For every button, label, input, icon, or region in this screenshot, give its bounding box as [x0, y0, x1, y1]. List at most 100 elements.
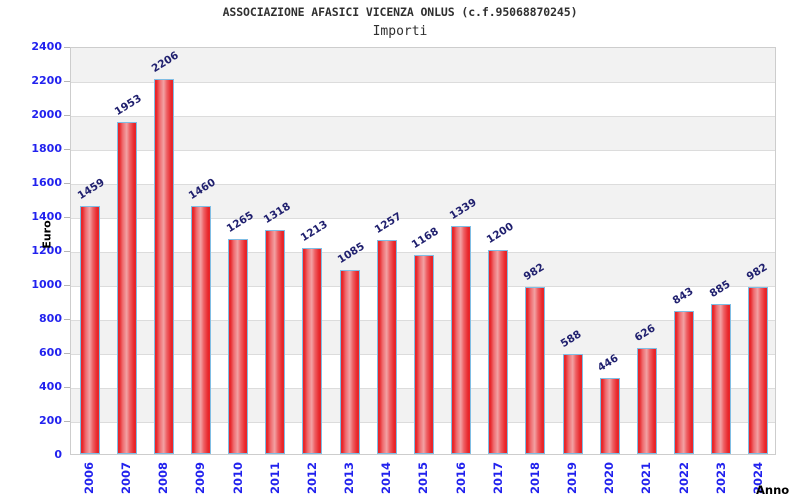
x-tick-label: 2009: [193, 462, 208, 495]
bar-value-label: 1318: [261, 200, 293, 226]
x-tick-label: 2011: [267, 462, 282, 495]
plot-area: 1459 1953 2206 1460 1265 1318 1213 1085 1257 1168…: [70, 47, 776, 455]
y-tick-label: 200: [39, 414, 62, 427]
y-tick-label: 2000: [31, 108, 62, 121]
gridline: [71, 184, 775, 185]
bar-value-label: 982: [744, 261, 770, 284]
x-tick-label: 2008: [156, 462, 171, 495]
y-tick-label: 600: [39, 346, 62, 359]
bar[interactable]: [79, 205, 100, 454]
bar-slot: 1339: [443, 46, 480, 454]
bar[interactable]: [748, 287, 769, 454]
bar[interactable]: [488, 250, 509, 454]
x-tick-label: 2015: [416, 462, 431, 495]
bar-value-label: 1459: [75, 176, 107, 202]
bar-slot: 1168: [405, 46, 442, 454]
bar-slot: 1257: [368, 46, 405, 454]
y-tick-mark: [64, 387, 70, 388]
y-tick-mark: [64, 319, 70, 320]
x-tick-label: 2018: [527, 462, 542, 495]
y-tick-mark: [64, 115, 70, 116]
bar-value-label: 588: [558, 328, 584, 351]
bar[interactable]: [265, 229, 286, 454]
bar[interactable]: [116, 122, 137, 454]
y-tick-label: 1800: [31, 142, 62, 155]
bar-value-label: 1085: [335, 239, 367, 266]
bar[interactable]: [153, 78, 174, 454]
bar-slot: 588: [554, 46, 591, 454]
bar[interactable]: [711, 303, 732, 454]
bar-value-label: 1257: [372, 210, 405, 237]
x-tick-label: 2013: [342, 462, 357, 495]
bar-slot: 1200: [480, 46, 517, 454]
bar[interactable]: [562, 354, 583, 454]
x-tick-label: 2012: [304, 462, 319, 495]
y-tick-label: 2200: [31, 74, 62, 87]
bar-slot: 626: [628, 46, 665, 454]
y-tick-mark: [64, 285, 70, 286]
y-tick-mark: [64, 183, 70, 184]
y-tick-label: 1000: [31, 278, 62, 291]
gridline: [71, 116, 775, 117]
y-tick-label: 1200: [31, 244, 62, 257]
bar-value-label: 1168: [410, 225, 442, 252]
x-tick-label: 2021: [639, 462, 654, 495]
y-tick-mark: [64, 353, 70, 354]
y-tick-label: 1400: [31, 210, 62, 223]
y-tick-label: 400: [39, 380, 62, 393]
y-tick-label: 0: [54, 448, 62, 461]
bar-value-label: 1265: [224, 209, 256, 235]
x-tick-label: 2010: [230, 462, 245, 495]
x-tick-label: 2014: [379, 462, 394, 495]
bar[interactable]: [228, 238, 249, 454]
y-tick-mark: [64, 47, 70, 48]
y-axis-label: Euro: [40, 220, 54, 249]
bar[interactable]: [674, 310, 695, 454]
bar[interactable]: [376, 240, 397, 454]
bar-slot: 1459: [71, 46, 108, 454]
bar-slot: 1213: [294, 46, 331, 454]
bar[interactable]: [636, 347, 657, 454]
gridline: [71, 150, 775, 151]
bar[interactable]: [599, 378, 620, 454]
bar-value-label: 1460: [187, 176, 219, 202]
bars-layer: 1459 1953 2206 1460 1265 1318 1213 1085 1257 1168…: [71, 48, 775, 454]
x-tick-label: 2020: [602, 462, 617, 495]
x-tick-label: 2022: [676, 462, 691, 495]
x-tick-label: 2016: [453, 462, 468, 495]
y-tick-label: 2400: [31, 40, 62, 53]
y-tick-mark: [64, 217, 70, 218]
x-tick-label: 2006: [82, 462, 96, 495]
y-tick-label: 1600: [31, 176, 62, 189]
gridline: [71, 82, 775, 83]
bar-slot: 2206: [145, 46, 182, 454]
plot-band: [71, 48, 775, 82]
bar-slot: 1953: [108, 46, 145, 454]
bar-value-label: 1953: [112, 92, 144, 118]
bar[interactable]: [190, 205, 211, 454]
bar-value-label: 1213: [298, 218, 330, 244]
bar[interactable]: [339, 269, 360, 454]
bar-slot: 885: [703, 46, 740, 454]
x-tick-label: 2017: [490, 462, 505, 495]
bar-slot: 982: [740, 46, 777, 454]
bar[interactable]: [413, 255, 434, 454]
bar-value-label: 2206: [149, 49, 182, 75]
x-tick-label: 2019: [565, 462, 580, 495]
bar-slot: 446: [591, 46, 628, 454]
bar-slot: 982: [517, 46, 554, 454]
y-tick-mark: [64, 421, 70, 422]
bar-value-label: 626: [633, 321, 658, 344]
bar-slot: 843: [666, 46, 703, 454]
plot-band: [71, 116, 775, 150]
bar[interactable]: [302, 247, 323, 454]
bar-value-label: 843: [670, 284, 696, 307]
bar[interactable]: [525, 287, 546, 454]
y-tick-mark: [64, 251, 70, 252]
bar[interactable]: [451, 226, 472, 454]
bar-value-label: 1200: [484, 220, 516, 246]
x-tick-label: 2023: [713, 462, 728, 495]
bar-value-label: 1339: [447, 196, 479, 223]
x-axis-label: Anno: [756, 483, 790, 497]
bar-slot: 1460: [182, 46, 219, 454]
